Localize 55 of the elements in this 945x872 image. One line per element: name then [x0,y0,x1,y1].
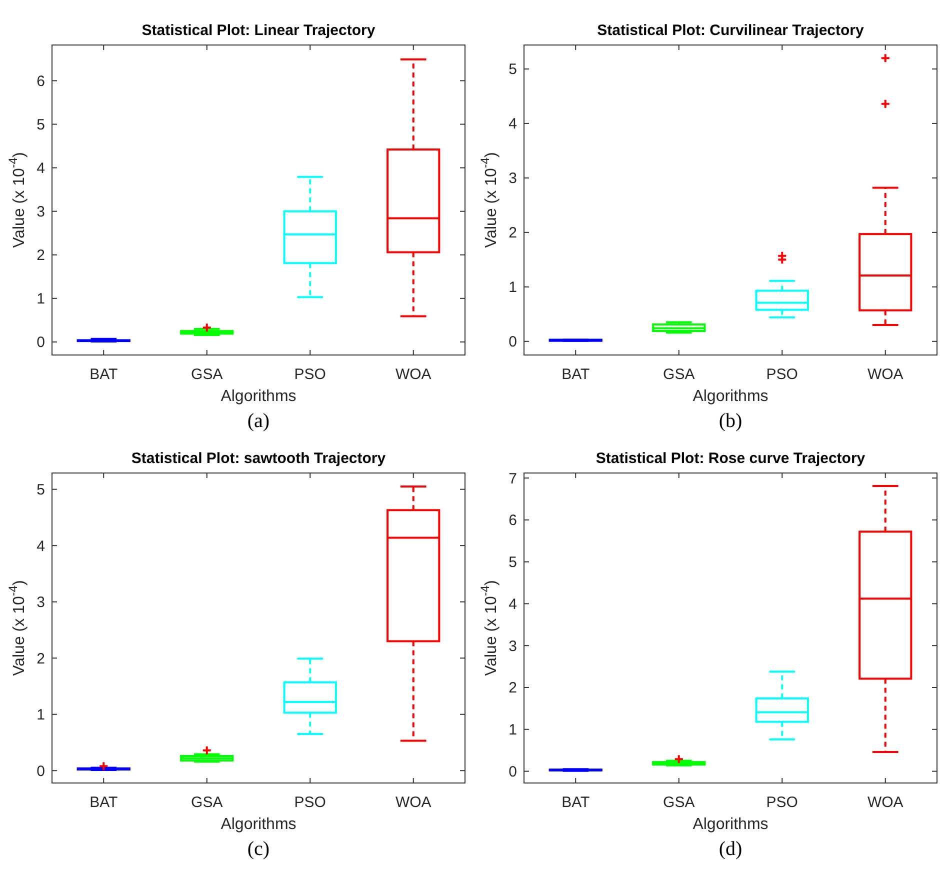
y-tick-label: 3 [508,170,517,188]
x-tick-label: GSA [191,794,223,811]
y-tick-label: 2 [508,680,517,697]
x-tick-label: WOA [867,366,904,383]
chart-title: Statistical Plot: Curvilinear Trajectory [597,22,865,39]
x-tick-label: BAT [562,366,590,383]
y-tick-label: 0 [508,764,517,781]
x-tick-label: PSO [294,794,326,811]
x-tick-label: GSA [191,366,223,383]
y-tick-label: 3 [508,638,517,655]
x-tick-label: WOA [395,794,432,811]
text: (a) [247,410,270,432]
x-tick-label: BAT [562,794,590,811]
x-tick-label: WOA [867,794,904,811]
y-tick-label: 1 [508,722,517,739]
y-tick-label: 6 [36,72,45,90]
x-tick-label: PSO [766,794,798,811]
y-tick-label: 4 [36,538,45,555]
x-tick-label: GSA [663,366,695,383]
x-tick-label: BAT [90,366,118,383]
x-tick-label: PSO [766,366,798,383]
x-axis-title: Algorithms [220,816,296,833]
chart-title: Statistical Plot: sawtooth Trajectory [131,450,386,467]
x-tick-label: WOA [395,366,432,383]
y-tick-label: 5 [36,116,45,134]
text: (b) [718,410,742,432]
chart-title: Statistical Plot: Rose curve Trajectory [596,450,866,467]
y-tick-label: 1 [36,290,45,308]
y-tick-label: 2 [36,650,45,668]
text: (d) [718,838,742,860]
x-axis-title: Algorithms [220,388,296,405]
y-tick-label: 4 [508,596,517,613]
y-tick-label: 1 [508,279,517,296]
y-tick-label: 5 [36,482,45,499]
y-tick-label: 0 [36,334,45,352]
x-tick-label: GSA [663,794,695,811]
y-tick-label: 2 [36,247,45,264]
y-tick-label: 4 [36,160,45,178]
y-tick-label: 2 [508,224,517,242]
x-tick-label: BAT [90,794,118,811]
text: (c) [247,838,270,860]
y-tick-label: 3 [36,594,45,612]
y-tick-label: 3 [36,204,45,221]
y-tick-label: 0 [508,334,517,351]
y-tick-label: 5 [508,554,517,572]
x-tick-label: PSO [294,366,326,383]
y-tick-label: 5 [508,61,517,78]
y-tick-label: 1 [36,706,45,724]
x-axis-title: Algorithms [692,388,768,405]
chart-title: Statistical Plot: Linear Trajectory [142,22,376,39]
y-tick-label: 4 [508,116,517,133]
y-tick-label: 6 [508,512,517,530]
y-tick-label: 7 [508,470,517,488]
y-tick-label: 0 [36,762,45,780]
x-axis-title: Algorithms [692,816,768,833]
